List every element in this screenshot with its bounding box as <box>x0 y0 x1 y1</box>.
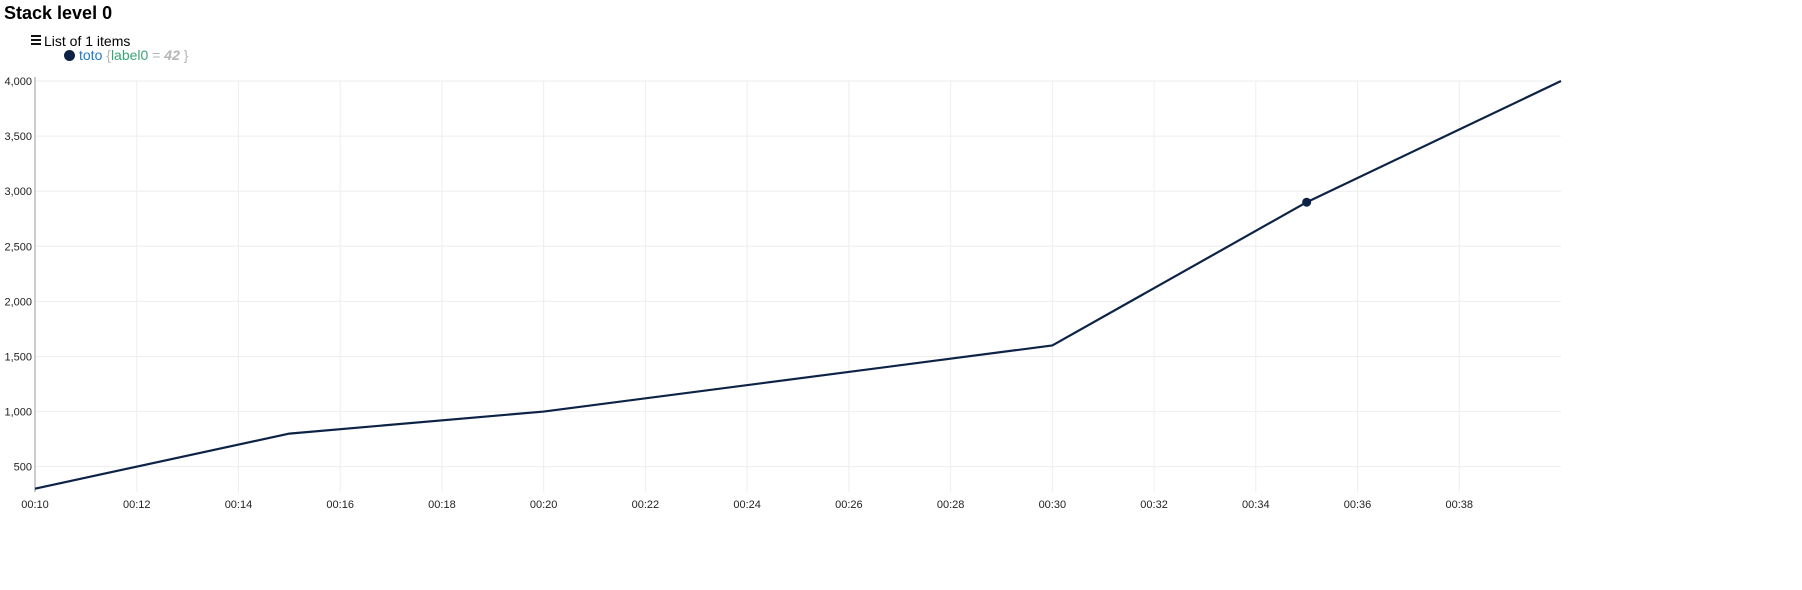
highlight-point <box>1302 197 1312 207</box>
legend-label-key: label0 <box>110 47 149 63</box>
chart-grid <box>34 80 1561 492</box>
x-tick-label: 00:34 <box>1242 499 1270 511</box>
legend-swatch-icon <box>64 50 75 61</box>
x-tick-label: 00:22 <box>632 499 660 511</box>
x-tick-label: 00:16 <box>326 499 354 511</box>
chart-series <box>34 80 1562 490</box>
y-tick-label: 2,500 <box>4 241 32 253</box>
chart-tick-labels: 00:10 00:12 00:14 00:16 00:18 00:20 00:22 00:24… <box>4 76 1473 511</box>
y-tick-label: 1,500 <box>4 351 32 363</box>
series-line <box>34 80 1562 490</box>
x-tick-label: 00:18 <box>428 499 456 511</box>
y-tick-label: 3,500 <box>4 131 32 143</box>
list-header: List of 1 items <box>31 32 130 50</box>
y-tick-label: 2,000 <box>4 296 32 308</box>
x-tick-label: 00:20 <box>530 499 558 511</box>
page-title: Stack level 0 <box>4 3 113 23</box>
x-tick-label: 00:10 <box>21 499 49 511</box>
y-tick-label: 500 <box>14 462 32 474</box>
y-tick-label: 3,000 <box>4 186 32 198</box>
x-tick-label: 00:32 <box>1140 499 1168 511</box>
x-tick-label: 00:38 <box>1446 499 1474 511</box>
x-tick-label: 00:14 <box>225 499 253 511</box>
x-tick-label: 00:28 <box>937 499 965 511</box>
legend-series-name: toto <box>79 47 103 63</box>
list-header-label: List of 1 items <box>44 33 131 49</box>
y-tick-label: 1,000 <box>4 407 32 419</box>
legend-brace-open: { <box>106 47 111 63</box>
legend-label-eq: = <box>152 47 161 63</box>
x-tick-label: 00:36 <box>1344 499 1372 511</box>
x-tick-label: 00:24 <box>733 499 761 511</box>
legend-item[interactable]: toto {label0 = 42 } <box>64 46 188 64</box>
x-tick-label: 00:12 <box>123 499 151 511</box>
legend-brace-close: } <box>183 47 189 63</box>
y-tick-label: 4,000 <box>4 76 32 88</box>
legend-label-value: 42 <box>164 47 180 63</box>
x-tick-label: 00:26 <box>835 499 863 511</box>
hamburger-icon <box>31 35 41 45</box>
x-tick-label: 00:30 <box>1039 499 1067 511</box>
